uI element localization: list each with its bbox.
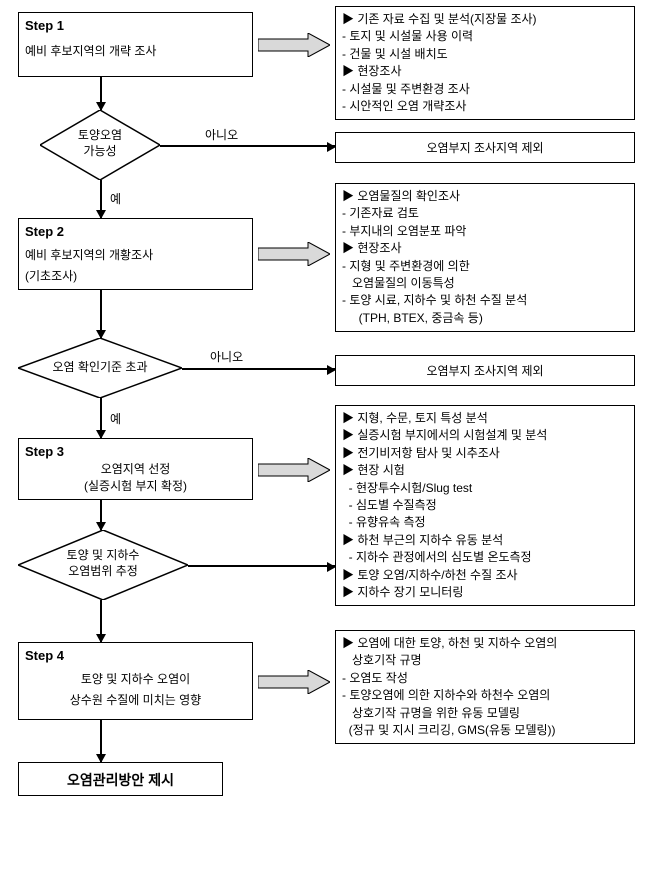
step4-info: ▶ 오염에 대한 토양, 하천 및 지하수 오염의 상호기작 규명 - 오염도 … — [335, 630, 635, 744]
label-no-2: 아니오 — [210, 348, 243, 365]
fat-arrow-step2 — [258, 242, 330, 266]
step3-text2: (실증시험 부지 확정) — [25, 478, 246, 495]
step4-text2: 상수원 수질에 미치는 영향 — [25, 692, 246, 709]
step2-title: Step 2 — [25, 223, 246, 241]
step3-info: ▶ 지형, 수문, 토지 특성 분석 ▶ 실증시험 부지에서의 시험설계 및 분… — [335, 405, 635, 606]
step1-box: Step 1 예비 후보지역의 개략 조사 — [18, 12, 253, 77]
arrow-s3-d3 — [100, 500, 102, 530]
arrow-s1-d1 — [100, 77, 102, 110]
step2-info: ▶ 오염물질의 확인조사 - 기존자료 검토 - 부지내의 오염분포 파악 ▶ … — [335, 183, 635, 332]
step2-text1: 예비 후보지역의 개황조사 — [25, 247, 246, 264]
fat-arrow-step1 — [258, 33, 330, 57]
step4-title: Step 4 — [25, 647, 246, 665]
label-yes-2: 예 — [110, 410, 121, 427]
fat-arrow-step3 — [258, 458, 330, 482]
step2-text2: (기초조사) — [25, 268, 246, 285]
arrow-d3-right — [188, 565, 335, 567]
arrow-s2-d2 — [100, 290, 102, 338]
arrow-d1-s2 — [100, 180, 102, 218]
step2-box: Step 2 예비 후보지역의 개황조사 (기초조사) — [18, 218, 253, 290]
step1-info: ▶ 기존 자료 수집 및 분석(지장물 조사) - 토지 및 시설물 사용 이력… — [335, 6, 635, 120]
step3-title: Step 3 — [25, 443, 246, 461]
label-no-1: 아니오 — [205, 126, 238, 143]
arrow-d2-s3 — [100, 398, 102, 438]
arrow-s4-final — [100, 720, 102, 762]
step1-title: Step 1 — [25, 17, 246, 35]
step3-box: Step 3 오염지역 선정 (실증시험 부지 확정) — [18, 438, 253, 500]
exclude-box-1: 오염부지 조사지역 제외 — [335, 132, 635, 163]
fat-arrow-step4 — [258, 670, 330, 694]
label-yes-1: 예 — [110, 190, 121, 207]
arrow-d2-no — [182, 368, 335, 370]
final-box: 오염관리방안 제시 — [18, 762, 223, 796]
exclude-box-2: 오염부지 조사지역 제외 — [335, 355, 635, 386]
step3-text1: 오염지역 선정 — [25, 461, 246, 478]
arrow-d1-no — [160, 145, 335, 147]
step4-text1: 토양 및 지하수 오염이 — [25, 671, 246, 688]
step1-text: 예비 후보지역의 개략 조사 — [25, 43, 246, 60]
step4-box: Step 4 토양 및 지하수 오염이 상수원 수질에 미치는 영향 — [18, 642, 253, 720]
arrow-d3-s4 — [100, 600, 102, 642]
